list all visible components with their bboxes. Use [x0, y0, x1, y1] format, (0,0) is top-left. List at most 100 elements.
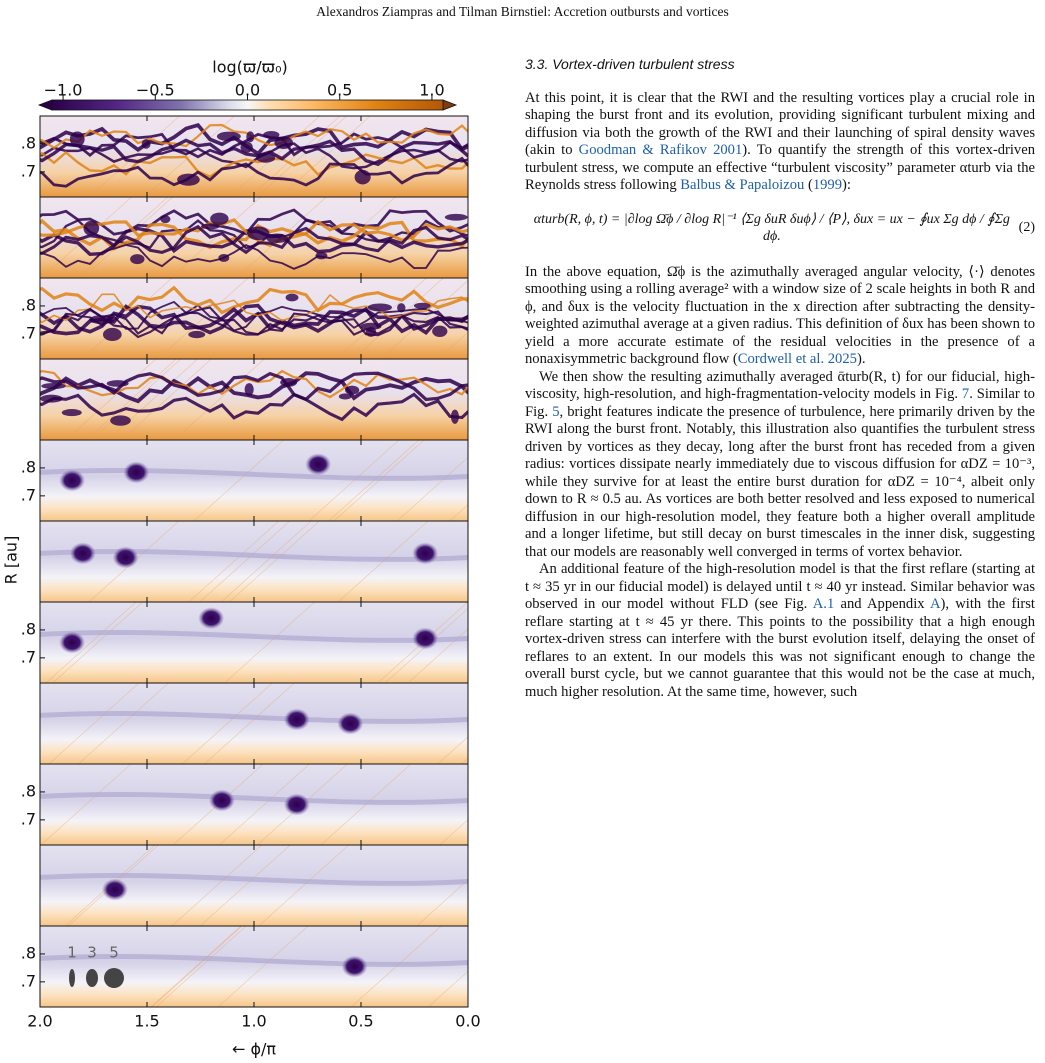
- streak: [220, 521, 312, 602]
- streak: [416, 879, 468, 926]
- vortex: [412, 627, 439, 650]
- spiral-wake: [40, 629, 468, 643]
- panel-image: [40, 440, 468, 521]
- citation-link[interactable]: Cordwell et al. 2025: [737, 351, 857, 367]
- panel-image: [40, 521, 468, 602]
- streak: [48, 683, 140, 764]
- text-run: ), with the first reflare starting at t …: [525, 596, 1035, 700]
- streak: [52, 602, 143, 683]
- panel: [39, 844, 469, 927]
- eddy: [354, 169, 371, 185]
- citation-link[interactable]: A: [929, 596, 941, 612]
- eddy: [141, 139, 151, 149]
- text-run: At this point, it is clear that the RWI …: [525, 89, 1035, 159]
- streak: [188, 521, 279, 602]
- panel: [39, 682, 469, 765]
- marker-label: 5: [109, 944, 119, 962]
- eddy: [201, 223, 220, 230]
- vortex: [208, 789, 235, 812]
- streak: [45, 602, 137, 683]
- turbulent-filament: [40, 142, 468, 170]
- paragraph: An additional feature of the high-resolu…: [525, 561, 1035, 701]
- turbulent-filament: [40, 150, 468, 179]
- streak: [439, 819, 468, 845]
- y-tick-label: .8: [21, 133, 36, 152]
- panel: .8.7: [21, 277, 469, 360]
- y-tick-label: .8: [21, 781, 36, 800]
- citation-link[interactable]: 7: [961, 386, 970, 402]
- citation-link[interactable]: 5: [552, 403, 560, 420]
- streak: [199, 521, 290, 602]
- eddy: [244, 383, 254, 396]
- vortex: [69, 542, 96, 565]
- x-tick-label: 0.0: [455, 1012, 480, 1031]
- streak: [199, 845, 291, 926]
- eddy: [274, 136, 293, 149]
- running-header: Alexandros Ziampras and Tilman Birnstiel…: [316, 4, 729, 19]
- y-tick-label: .8: [21, 619, 36, 638]
- eddy: [367, 303, 393, 312]
- turbulent-filament: [40, 138, 468, 167]
- panel: .8.7: [21, 439, 469, 522]
- colorbar: [51, 99, 444, 111]
- eddy: [69, 131, 85, 147]
- turbulent-filament: [40, 371, 468, 402]
- citation-link[interactable]: Balbus & Papaloizou: [680, 177, 805, 193]
- eddy: [41, 383, 66, 390]
- streak: [229, 521, 320, 602]
- eddy: [61, 409, 82, 417]
- x-tick-label: 1.5: [134, 1012, 159, 1031]
- panel: .8.7: [21, 763, 469, 846]
- streak: [380, 280, 468, 359]
- vortex: [59, 631, 86, 654]
- y-tick-label: .7: [21, 485, 36, 504]
- y-tick-label: .7: [21, 809, 36, 828]
- turbulent-filament: [40, 369, 468, 399]
- vortex: [305, 453, 332, 476]
- streak: [81, 278, 173, 359]
- citation-link[interactable]: 1999: [812, 177, 843, 193]
- streak: [437, 331, 468, 359]
- text-run: . Similar to Fig.: [525, 386, 1035, 420]
- resolution-marker: [104, 968, 124, 988]
- panel-image: [40, 845, 468, 926]
- streak: [40, 764, 132, 845]
- y-tick-label: .7: [21, 971, 36, 990]
- eddy: [40, 394, 63, 403]
- colorbar-label: log(ϖ/ϖ₀): [212, 58, 287, 77]
- streak: [204, 683, 295, 764]
- panel-image: [40, 116, 468, 197]
- streak: [437, 736, 468, 764]
- colorbar-tick-label: 0.0: [235, 81, 260, 100]
- turbulent-filament: [40, 208, 468, 236]
- text-run: (: [804, 177, 813, 193]
- streak: [428, 970, 468, 1007]
- text-run: We then show the resulting azimuthally a…: [525, 368, 1035, 403]
- text-run: ).: [856, 351, 866, 367]
- paragraph: In the above equation, Ω̄ϕ is the azimut…: [525, 264, 1035, 369]
- eddy: [365, 327, 377, 337]
- citation-link[interactable]: A.1: [812, 596, 835, 612]
- eddy: [130, 254, 145, 265]
- panel-image: [40, 926, 468, 1007]
- y-tick-label: .7: [21, 647, 36, 666]
- vortex: [283, 793, 310, 816]
- spiral-wake: [40, 872, 468, 886]
- panel-image: [40, 602, 468, 683]
- panel-image: [40, 278, 468, 359]
- turbulent-filament: [40, 392, 468, 422]
- vortex: [123, 461, 150, 484]
- spiral-wake: [40, 548, 468, 562]
- eddy: [280, 378, 298, 387]
- streak: [171, 845, 263, 926]
- citation-link[interactable]: Goodman & Rafikov 2001: [578, 142, 743, 158]
- streak: [157, 278, 249, 359]
- panel-image: [40, 197, 468, 278]
- text-run: An additional feature of the high-resolu…: [525, 561, 1035, 612]
- streak: [258, 845, 349, 926]
- colorbar-tick-label: 0.5: [327, 81, 352, 100]
- eddy: [432, 325, 448, 337]
- eddy: [247, 226, 270, 241]
- text-run: ):: [842, 177, 851, 193]
